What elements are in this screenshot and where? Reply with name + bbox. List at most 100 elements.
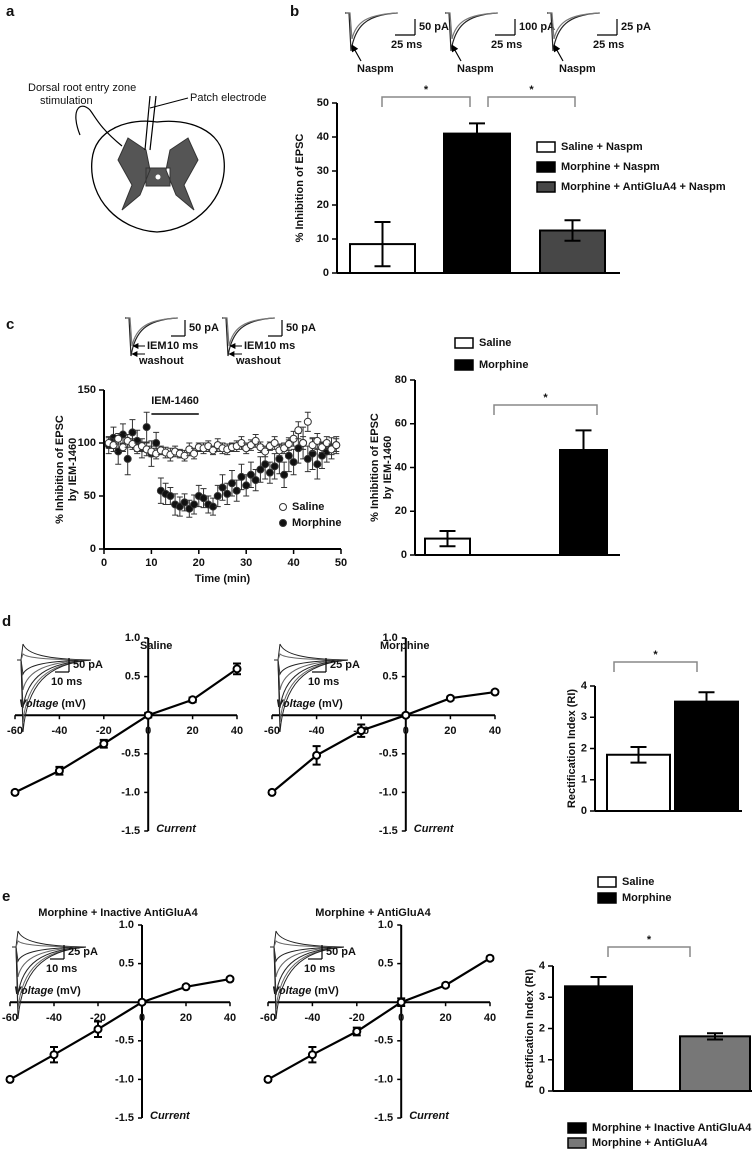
trace [548,12,601,40]
data-point [299,439,308,447]
data-point [313,436,322,445]
error-bar [575,429,592,471]
data-point [485,953,495,963]
scale-label: 10 ms [264,340,295,352]
trace [346,12,399,40]
y-tick-label: 20 [395,505,407,517]
bar [674,700,739,812]
legend-label: Saline + Naspm [561,141,643,153]
panel-label: e [2,888,10,905]
legend-marker [279,503,287,511]
bar [564,985,633,1092]
trace [274,659,349,676]
x-tick-label: -60 [7,725,23,737]
scale-label: 25 pA [68,946,98,958]
scale-label: 25 ms [491,39,522,51]
legend-swatch [536,141,556,153]
data-point [109,441,118,450]
y-axis-label: Current [409,1110,450,1122]
x-tick-label: -60 [264,725,280,737]
x-axis-label: Time (min) [195,573,251,585]
legend-label: Saline [292,501,324,513]
y-tick-label: 100 [78,437,96,449]
data-point [294,426,303,435]
data-point [322,439,331,447]
x-axis-label-unit: (mV) [56,985,81,997]
y-tick-label: 1.0 [378,919,393,931]
data-point [93,1024,103,1034]
legend-label: Morphine [622,892,672,904]
trace [17,659,92,676]
significance-bracket [487,96,576,107]
x-axis-label-unit: (mV) [314,985,339,997]
data-point [142,423,151,432]
error-bar [564,219,581,242]
y-tick-label: -1.5 [115,1112,134,1124]
data-point [181,982,191,992]
x-tick-label: -60 [2,1012,18,1024]
x-tick-label: 0 [139,1012,145,1024]
y-tick-label: 3 [539,991,545,1003]
x-tick-label: -20 [90,1012,106,1024]
chart-title: Morphine + AntiGluA4 [315,907,431,919]
x-tick-label: 40 [287,557,299,569]
diagram-label: Patch electrode [190,92,266,104]
y-tick-label: 1.0 [125,632,140,644]
x-tick-label: -40 [46,1012,62,1024]
trace [12,946,87,978]
scale-label: 50 pA [419,21,449,33]
inset-label: Naspm [457,63,494,75]
y-tick-label: 10 [317,233,329,245]
iv-line [267,957,491,1081]
y-tick-label: 1.0 [119,919,134,931]
panel-label: a [6,3,15,20]
data-point [246,470,255,479]
data-point [270,462,279,471]
x-tick-label: -20 [96,725,112,737]
x-tick-label: 0 [101,557,107,569]
scale-label: 10 ms [308,676,339,688]
x-tick-label: -60 [260,1012,276,1024]
x-tick-label: 20 [439,1012,451,1024]
diagram-label: Dorsal root entry zone [28,82,136,94]
significance-bracket [381,96,471,107]
data-point [313,460,322,469]
panel-label: c [6,316,14,333]
data-point [445,693,455,703]
data-point [99,739,109,749]
data-point [251,436,260,445]
trace [17,653,92,661]
trace [270,940,345,948]
y-tick-label: 0.5 [378,958,393,970]
inset-label: IEM [147,340,167,352]
x-tick-label: -40 [304,1012,320,1024]
legend-label: Morphine + AntiGluA4 [592,1137,708,1149]
trace [17,659,92,733]
data-point [396,997,406,1007]
significance-label: * [424,84,429,96]
significance-label: * [543,392,548,404]
legend-swatch [567,1122,587,1134]
data-point [143,710,153,720]
significance-label: * [653,649,658,661]
chart-title: Saline [140,640,172,652]
arrow [351,44,362,62]
legend-swatch [536,181,556,193]
legend-label: Morphine + AntiGluA4 + Naspm [561,181,726,193]
error-bar [439,529,456,548]
x-tick-label: -40 [309,725,325,737]
scale-label: 50 pA [286,322,316,334]
scale-label: 10 ms [304,963,335,975]
y-tick-label: 50 [84,490,96,502]
legend-swatch [597,876,617,888]
y-tick-label: 1.0 [383,632,398,644]
data-point [49,1050,59,1060]
error-bar [374,221,391,268]
y-tick-label: 60 [395,418,407,430]
panel-label: b [290,3,299,20]
data-point [490,687,500,697]
y-tick-label: 0 [581,805,587,817]
y-tick-label: -0.5 [121,748,140,760]
error-bar [698,691,715,712]
